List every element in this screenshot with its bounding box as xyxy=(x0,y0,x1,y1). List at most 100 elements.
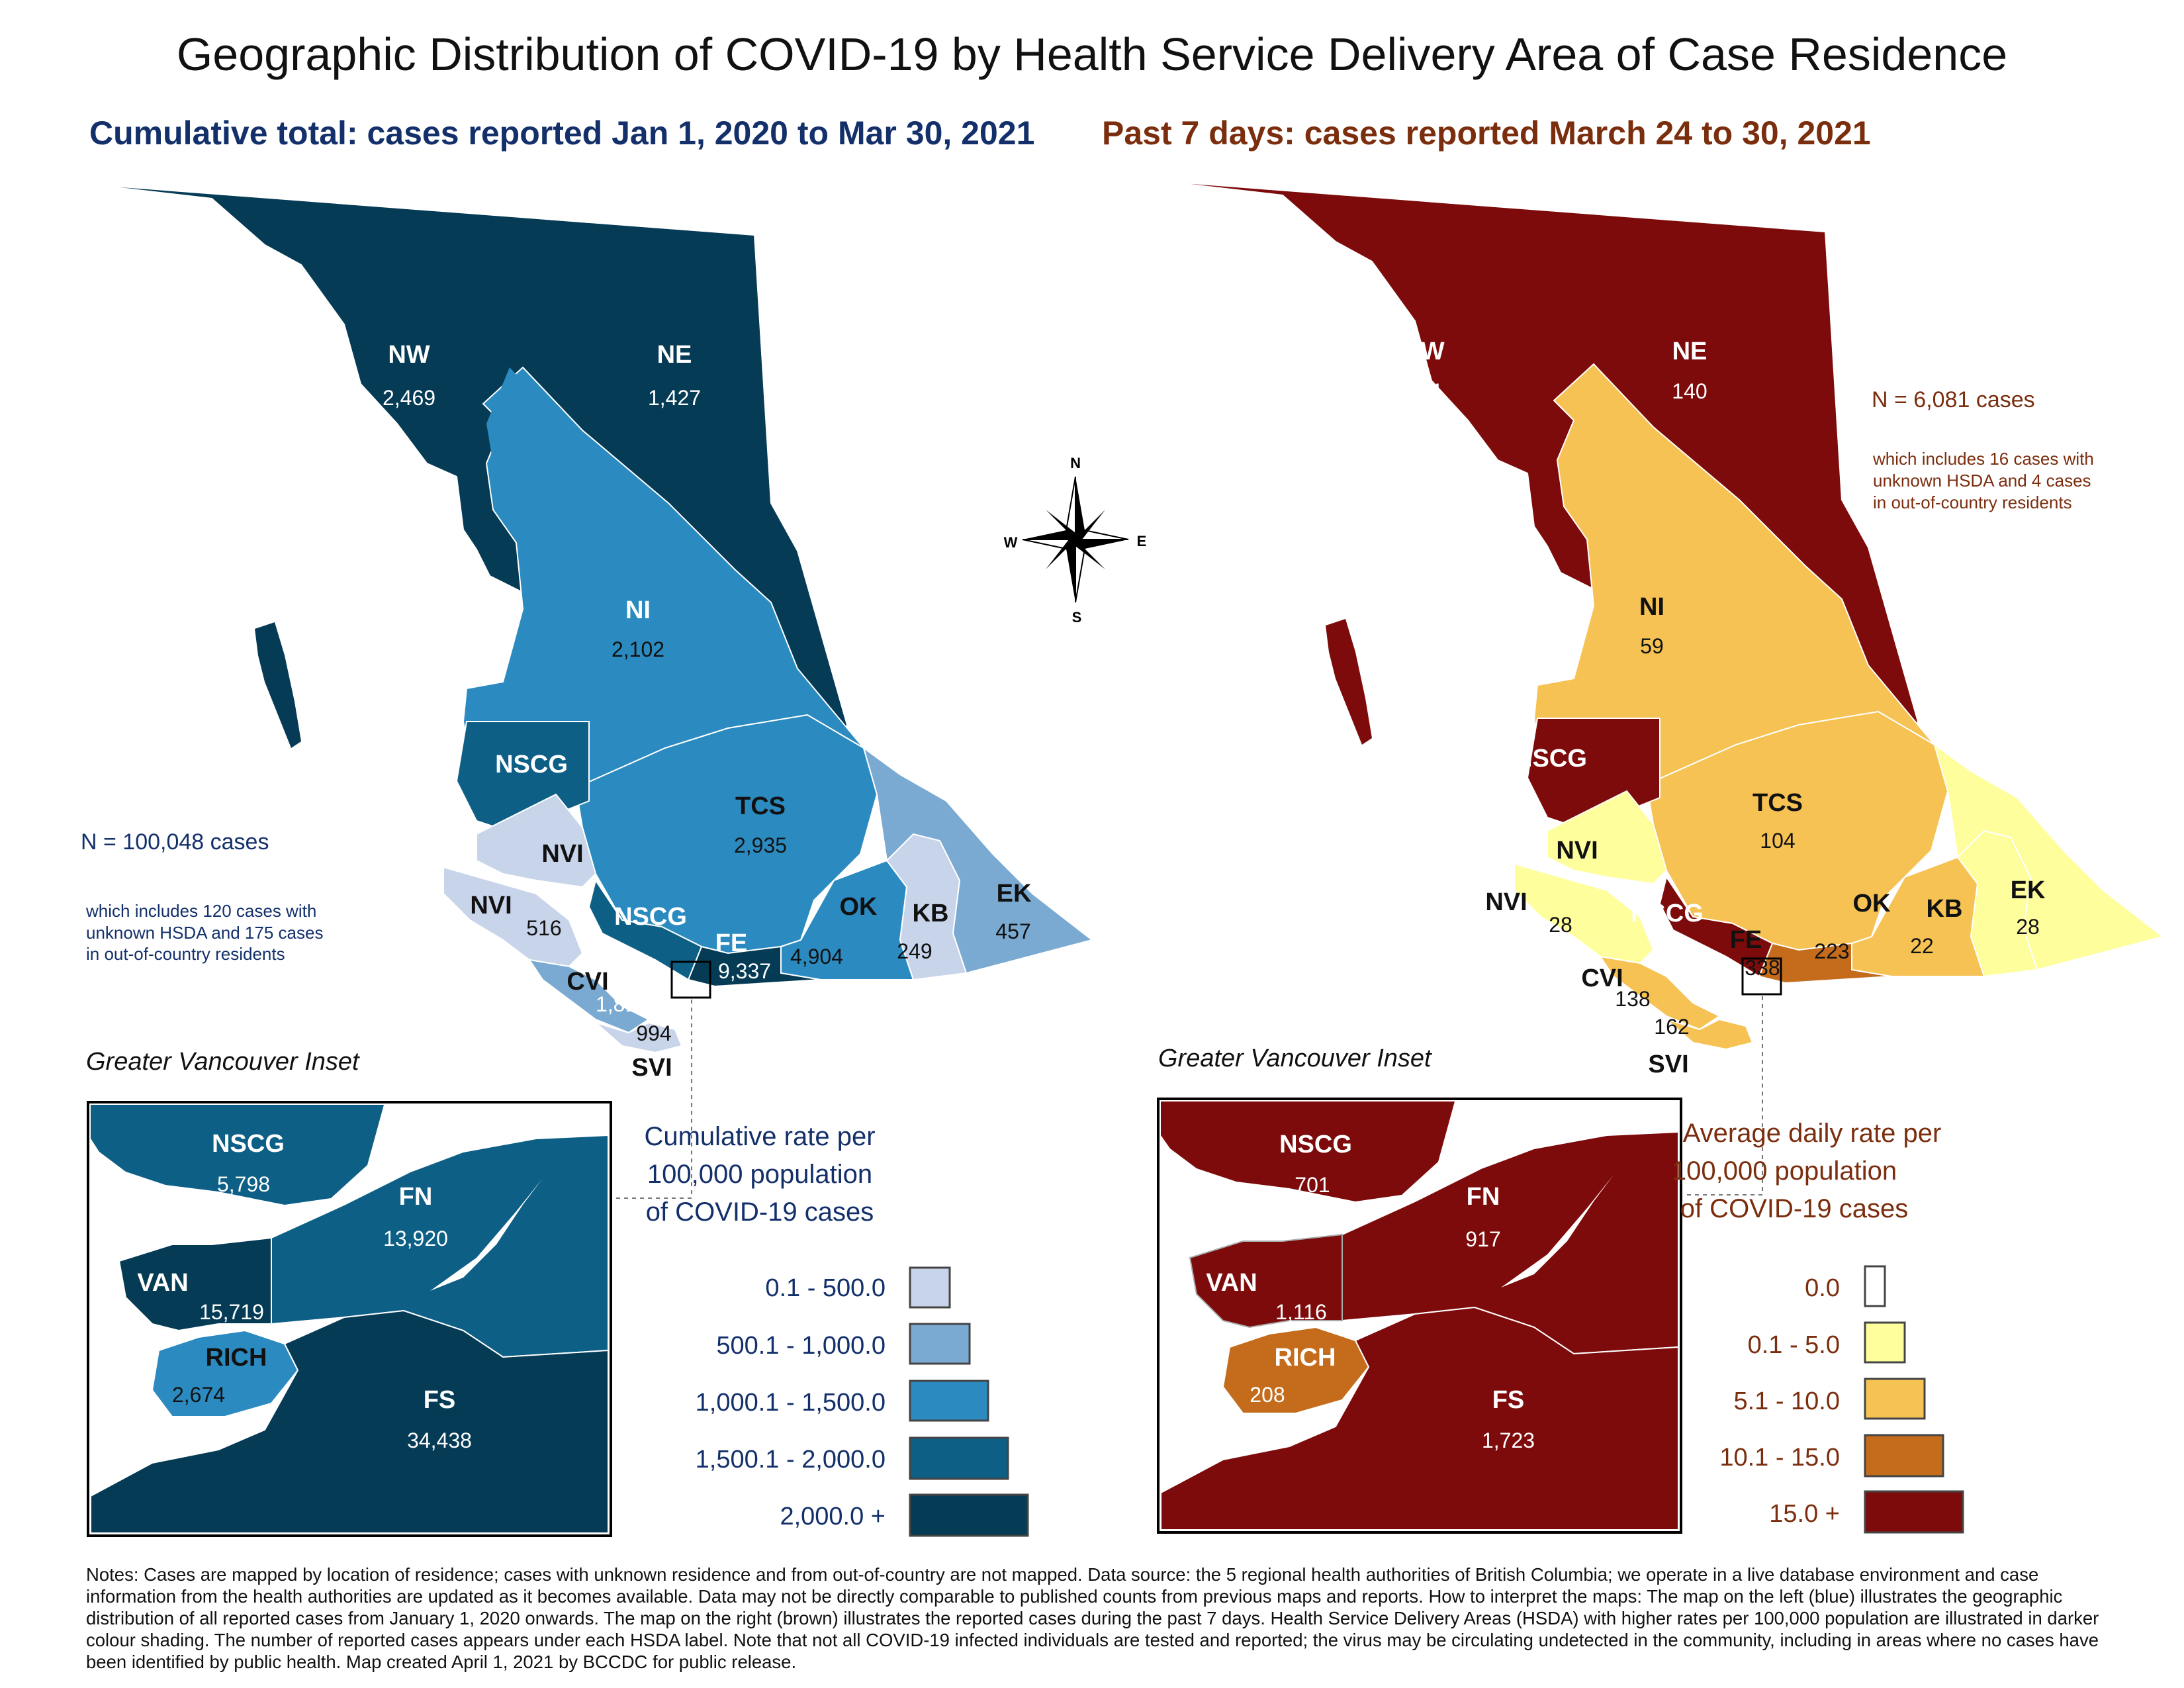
left-label-ek: EK xyxy=(997,880,1032,908)
haida-gwaii-shape xyxy=(255,622,301,748)
left-label-kb: KB xyxy=(913,900,949,927)
left-legend-swatch-5 xyxy=(909,1493,1029,1537)
right-value-tcs: 104 xyxy=(1760,829,1795,853)
compass-s: S xyxy=(1072,609,1082,626)
right-inset-value-fn: 917 xyxy=(1465,1227,1500,1251)
left-label-tcs: TCS xyxy=(735,792,786,820)
right-inset-label-nscg: NSCG xyxy=(1279,1131,1352,1158)
right-label-tcs: TCS xyxy=(1752,789,1803,817)
left-label-ok: OK xyxy=(840,893,878,921)
footnotes: Notes: Cases are mapped by location of r… xyxy=(86,1564,2099,1672)
region-cvi-shape xyxy=(527,959,650,1034)
left-inset-label-van: VAN xyxy=(137,1269,188,1297)
right-total-note-2: unknown HSDA and 4 cases xyxy=(1873,471,2091,491)
right-label-ok: OK xyxy=(1853,890,1891,917)
right-legend-label-3: 5.1 - 10.0 xyxy=(1733,1387,1840,1415)
haida-gwaii-shape-right xyxy=(1326,619,1372,745)
left-inset-label-rich: RICH xyxy=(206,1344,267,1372)
right-value-ek: 28 xyxy=(2016,915,2040,939)
compass-w: W xyxy=(1004,534,1018,551)
right-inset: NSCG FN VAN RICH FS 701 917 1,116 208 1,… xyxy=(1157,1098,1682,1534)
right-inset-title: Greater Vancouver Inset xyxy=(1158,1045,1432,1072)
right-value-ne: 140 xyxy=(1672,379,1707,403)
left-inset-value-van: 15,719 xyxy=(199,1300,264,1324)
right-label-ni: NI xyxy=(1639,593,1664,621)
region-svi-shape xyxy=(595,1021,683,1054)
left-inset-value-fn: 13,920 xyxy=(383,1227,448,1250)
left-value-fe: 9,337 xyxy=(718,959,771,983)
compass-n: N xyxy=(1070,455,1081,471)
region-cvi-shape-right xyxy=(1598,955,1721,1031)
left-inset-label-fn: FN xyxy=(399,1183,433,1211)
right-legend-title-3: of COVID-19 cases xyxy=(1680,1194,1909,1223)
left-label-nscg-south: NSCG xyxy=(614,903,687,931)
right-label-nw: NW xyxy=(1402,338,1444,365)
left-value-cvi: 1,814 xyxy=(596,992,649,1016)
left-legend-title-1: Cumulative rate per xyxy=(644,1122,875,1151)
left-map-subtitle: Cumulative total: cases reported Jan 1, … xyxy=(89,115,1035,152)
right-label-cvi: CVI xyxy=(1581,964,1623,992)
left-legend-swatch-2 xyxy=(909,1323,971,1365)
left-legend-label-1: 0.1 - 500.0 xyxy=(765,1274,886,1302)
region-ek-shape-right xyxy=(1933,743,2165,971)
region-ni-upper-shape xyxy=(486,367,563,463)
left-legend-swatch-4 xyxy=(909,1436,1009,1480)
left-total-note-1: which includes 120 cases with xyxy=(85,901,316,921)
right-inset-value-van: 1,116 xyxy=(1275,1300,1327,1324)
right-label-nscg-south: NSCG xyxy=(1631,900,1704,927)
left-value-nw: 2,469 xyxy=(383,386,435,410)
left-label-cvi: CVI xyxy=(567,968,608,996)
left-inset-value-nscg: 5,798 xyxy=(217,1172,270,1196)
left-inset: NSCG FN VAN RICH FS 5,798 13,920 15,719 … xyxy=(87,1101,612,1537)
right-legend-swatch-1 xyxy=(1864,1321,1906,1364)
left-value-kb: 249 xyxy=(897,939,932,963)
right-total-note-1: which includes 16 cases with xyxy=(1872,449,2094,469)
right-legend-title-2: 100,000 population xyxy=(1672,1156,1897,1186)
left-label-nvi: NVI xyxy=(470,892,512,919)
right-total: N = 6,081 cases xyxy=(1872,387,2035,412)
right-value-svi: 162 xyxy=(1654,1015,1689,1039)
right-inset-label-rich: RICH xyxy=(1275,1344,1336,1372)
left-label-ni: NI xyxy=(625,596,651,624)
right-value-fe: 338 xyxy=(1745,956,1780,980)
right-label-ne: NE xyxy=(1672,338,1707,365)
region-svi-shape-right xyxy=(1666,1018,1754,1051)
left-inset-title: Greater Vancouver Inset xyxy=(86,1048,360,1076)
right-legend-title-1: Average daily rate per xyxy=(1683,1119,1942,1148)
right-map-subtitle: Past 7 days: cases reported March 24 to … xyxy=(1102,115,1871,152)
right-label-nscg: NSCG xyxy=(1514,745,1587,773)
right-value-cvi: 138 xyxy=(1615,987,1650,1011)
right-value-kb: 22 xyxy=(1910,934,1934,958)
left-legend-title-2: 100,000 population xyxy=(647,1160,872,1189)
inset-marker-right xyxy=(1741,957,1782,996)
left-label-nscg: NSCG xyxy=(495,751,568,778)
left-legend-label-3: 1,000.1 - 1,500.0 xyxy=(696,1389,886,1417)
right-legend-swatch-3 xyxy=(1864,1434,1944,1477)
left-inset-value-fs: 34,438 xyxy=(407,1429,472,1452)
right-legend-label-2: 0.1 - 5.0 xyxy=(1748,1331,1840,1359)
left-value-ek: 457 xyxy=(995,919,1030,943)
left-total-note-2: unknown HSDA and 175 cases xyxy=(86,923,323,943)
left-legend-label-2: 500.1 - 1,000.0 xyxy=(716,1332,886,1360)
region-fe-shape xyxy=(687,945,821,988)
right-label-ek: EK xyxy=(2011,876,2046,904)
left-legend-label-5: 2,000.0 + xyxy=(780,1503,886,1530)
left-value-svi: 994 xyxy=(636,1021,671,1045)
right-value-nw: 154 xyxy=(1406,379,1441,403)
left-legend-swatch-1 xyxy=(909,1266,951,1309)
region-ek-shape xyxy=(862,746,1094,974)
region-nvi-mainland-shape-right xyxy=(1547,790,1668,885)
compass-e: E xyxy=(1137,533,1147,549)
right-legend-label-1: 0.0 xyxy=(1805,1274,1840,1302)
left-label-nvi-north: NVI xyxy=(541,840,583,868)
right-legend-swatch-4 xyxy=(1864,1490,1964,1534)
left-inset-value-rich: 2,674 xyxy=(172,1383,225,1407)
left-value-ne: 1,427 xyxy=(648,386,701,410)
right-label-nvi-north: NVI xyxy=(1556,837,1598,865)
inset-marker xyxy=(670,961,711,999)
right-inset-label-fs: FS xyxy=(1492,1386,1525,1414)
left-value-ok: 4,904 xyxy=(790,945,843,968)
left-inset-label-fs: FS xyxy=(424,1386,456,1414)
left-total: N = 100,048 cases xyxy=(81,829,269,855)
